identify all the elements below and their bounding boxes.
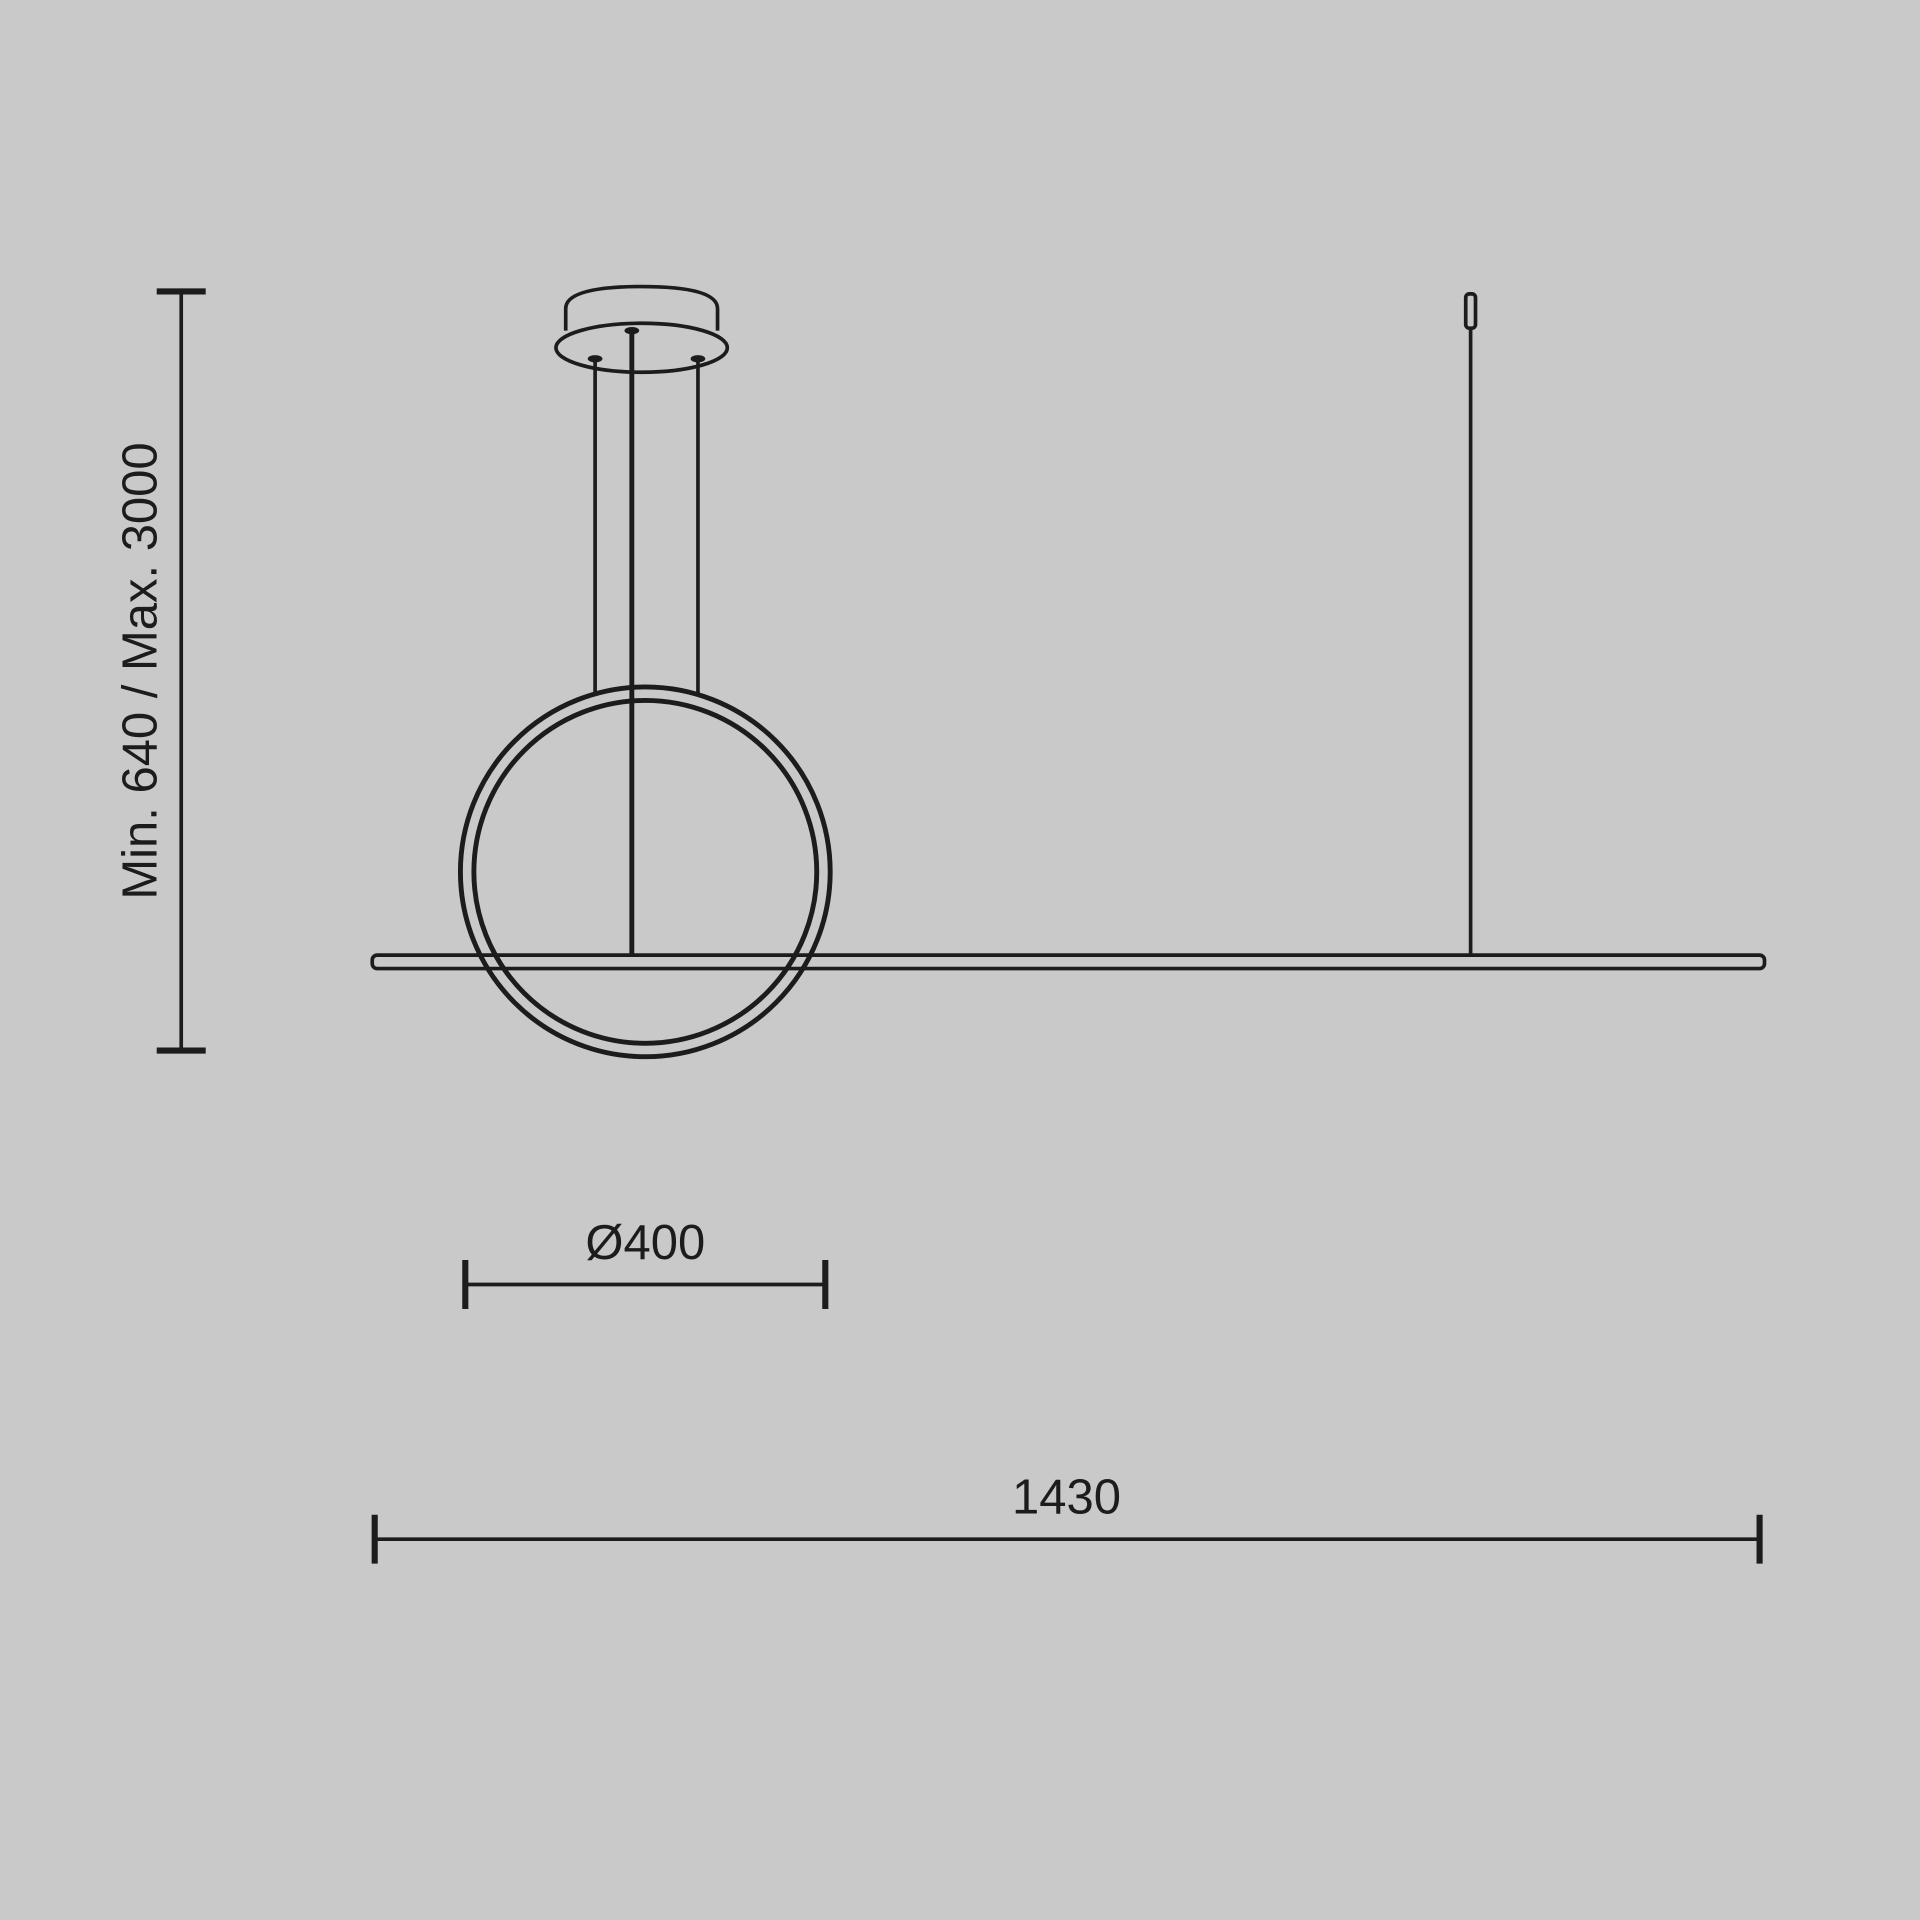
ring-diameter-dimension: Ø400 bbox=[462, 1216, 829, 1309]
suspension-wires bbox=[593, 292, 1478, 956]
linear-bar-light bbox=[370, 953, 1767, 971]
total-width-dimension: 1430 bbox=[371, 1470, 1763, 1564]
total-width-label: 1430 bbox=[1012, 1470, 1121, 1524]
ring-light bbox=[457, 684, 833, 1060]
height-dimension: Min. 640 / Max. 3000 bbox=[114, 288, 206, 1054]
ring-diameter-label: Ø400 bbox=[585, 1216, 705, 1270]
height-label: Min. 640 / Max. 3000 bbox=[114, 442, 168, 899]
